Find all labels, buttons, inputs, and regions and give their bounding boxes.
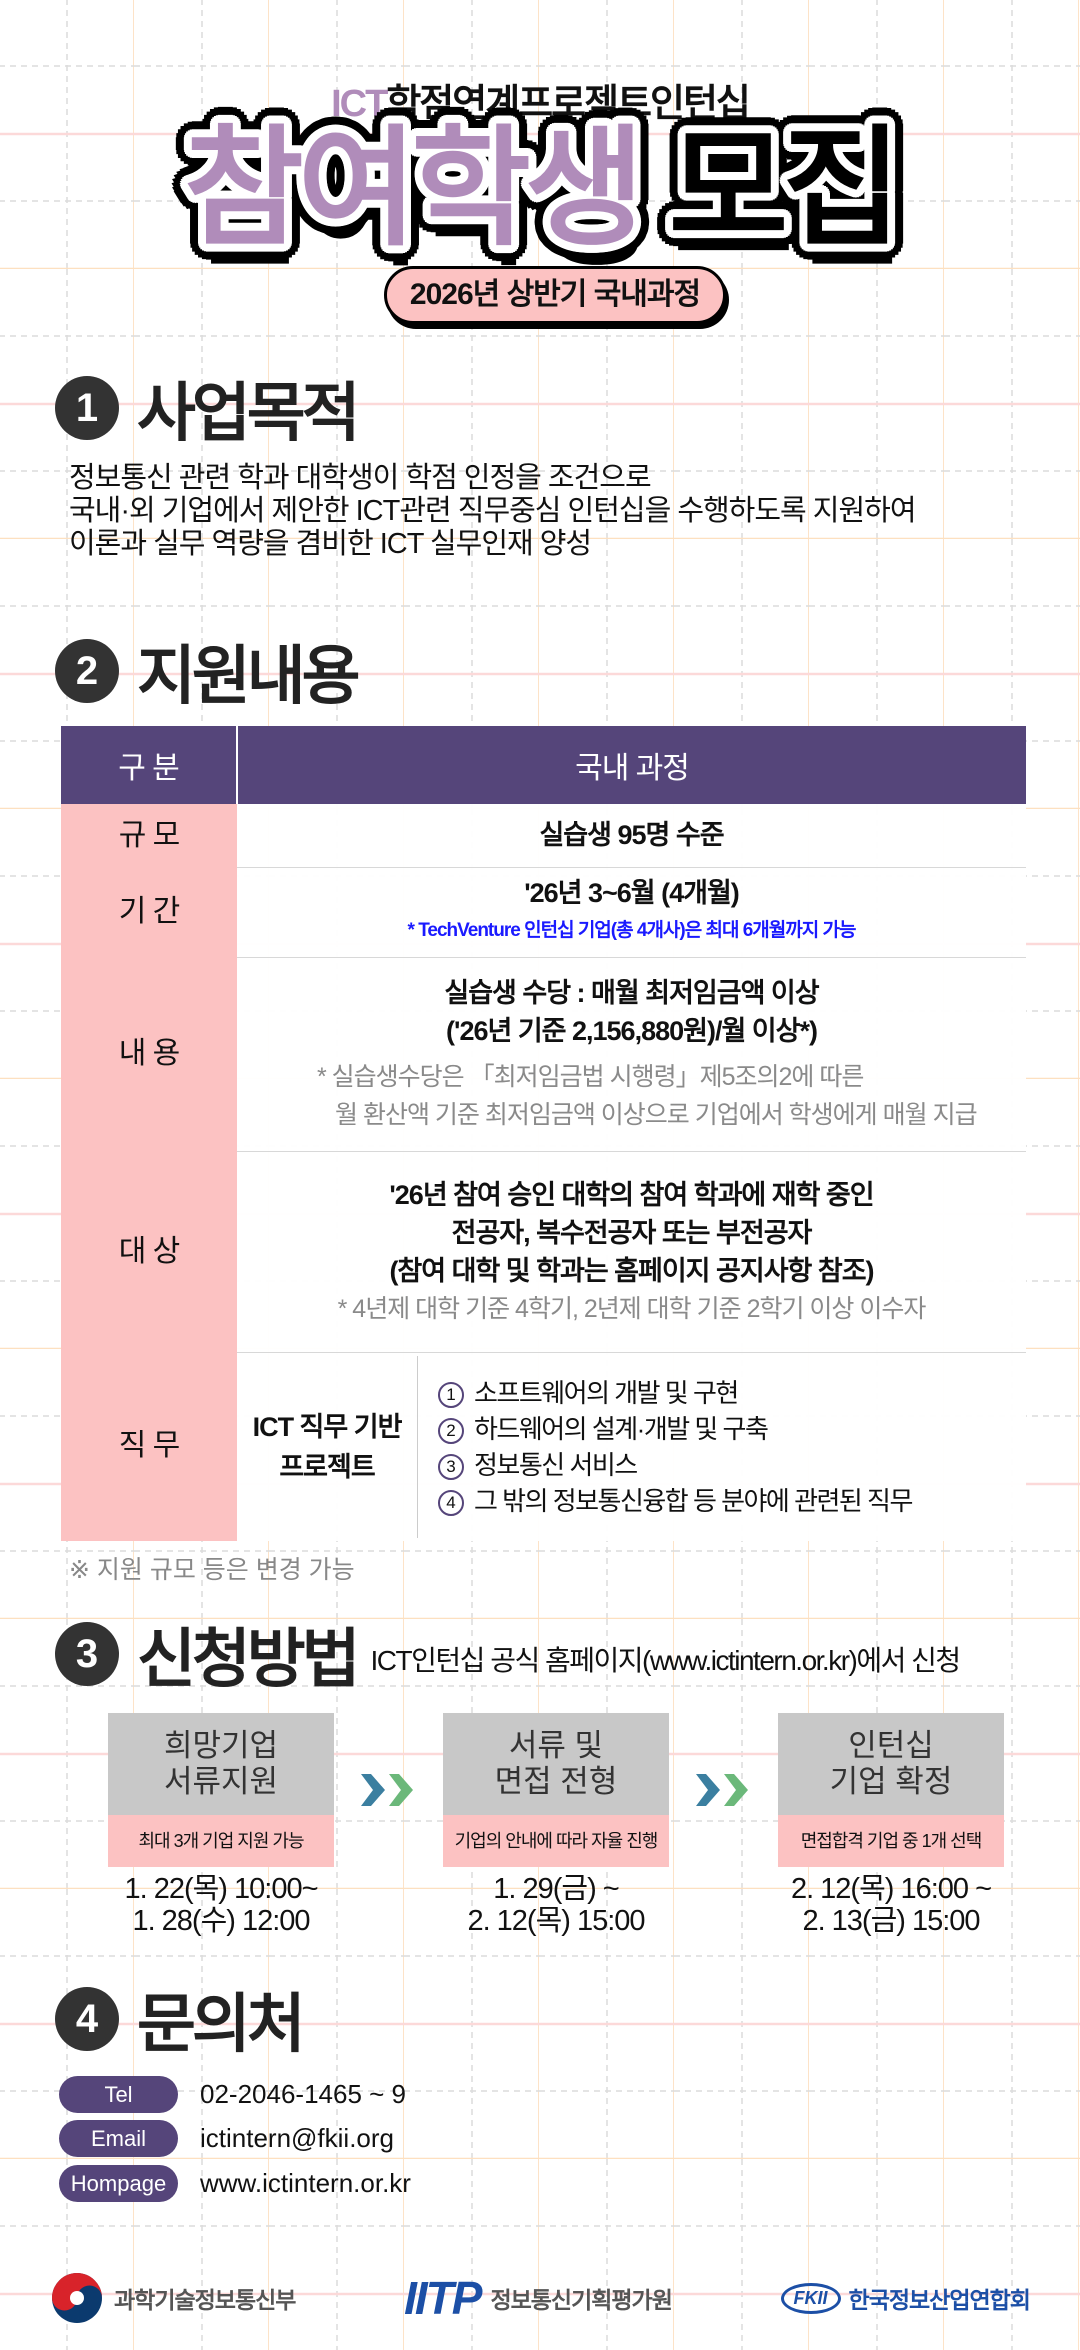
logo-fkii: FKII 한국정보산업연합회 xyxy=(780,2281,1031,2315)
taegeuk-emblem-icon xyxy=(52,2273,102,2323)
section-heading-apply: 3 신청방법 ICT인턴십 공식 홈페이지(www.ictintern.or.k… xyxy=(55,1621,1040,1695)
purpose-text: 정보통신 관련 학과 대학생이 학점 인정을 조건으로 국내·외 기업에서 제안… xyxy=(69,462,916,560)
table-row: 내 용 실습생 수당 : 매월 최저임금액 이상 ('26년 기준 2,156,8… xyxy=(61,957,1026,1152)
number-badge: 3 xyxy=(55,1622,119,1686)
step-card-3: 인턴십 기업 확정 면접합격 기업 중 1개 선택 xyxy=(778,1713,1004,1867)
table-footnote: ※ 지원 규모 등은 변경 가능 xyxy=(69,1556,355,1584)
list-item: 1 소프트웨어의 개발 및 구현 xyxy=(438,1376,1026,1410)
term-badge: 2026년 상반기 국내과정 xyxy=(384,266,726,324)
duty-type: ICT 직무 기반 프로젝트 xyxy=(252,1411,403,1482)
step-dates-3: 2. 12(목) 16:00 ~2. 13(금) 15:00 xyxy=(790,1873,992,1937)
title-part-1: 참여학생 xyxy=(184,115,644,261)
title-part-2: 모집 xyxy=(668,115,902,261)
duty-list: 1 소프트웨어의 개발 및 구현 2 하드웨어의 설계·개발 및 구축 3 정보통신 … xyxy=(417,1355,1026,1538)
table-row: 기 간 '26년 3~6월 (4개월) * TechVenture 인턴십 기업(… xyxy=(61,867,1026,958)
double-chevron-icon xyxy=(361,1774,413,1806)
logo-iitp: IITP 정보통신기획평가원 xyxy=(404,2272,673,2324)
step-dates-1: 1. 22(목) 10:00~ 1. 28(수) 12:00 xyxy=(124,1873,318,1937)
list-item: 3 정보통신 서비스 xyxy=(438,1448,1026,1482)
table-row: 대 상 '26년 참여 승인 대학의 참여 학과에 재학 중인 전공자, 복수전공… xyxy=(61,1151,1026,1353)
homepage-label: Hompage xyxy=(59,2165,178,2202)
step-dates-2: 1. 29(금) ~2. 12(목) 15:00 xyxy=(467,1873,645,1937)
section-heading-contact: 4 문의처 xyxy=(55,1986,1040,2060)
email-link[interactable]: ictintern@fkii.org xyxy=(200,2123,395,2153)
double-chevron-icon xyxy=(696,1774,748,1806)
tel-value: 02-2046-1465 ~ 9 xyxy=(200,2079,407,2109)
footer-logos: 과학기술정보통신부 IITP 정보통신기획평가원 FKII 한국정보산업연합회 xyxy=(50,2270,1031,2326)
table-header: 구 분 국내 과정 xyxy=(61,726,1026,804)
tel-label: Tel xyxy=(59,2076,178,2113)
logo-msit: 과학기술정보통신부 xyxy=(50,2271,296,2325)
homepage-link[interactable]: www.ictintern.or.kr xyxy=(200,2168,411,2198)
main-title: 참여학생 모집 xyxy=(0,118,1080,258)
list-item: 2 하드웨어의 설계·개발 및 구축 xyxy=(438,1412,1026,1446)
email-label: Email xyxy=(59,2120,178,2157)
table-row: 직 무 ICT 직무 기반 프로젝트 1 소프트웨어의 개발 및 구현 2 하드웨어의… xyxy=(61,1352,1026,1541)
table-row: 규 모 실습생 95명 수준 xyxy=(61,804,1026,868)
apply-instruction: ICT인턴십 공식 홈페이지(www.ictintern.or.kr)에서 신청 xyxy=(370,1645,962,1676)
number-badge: 2 xyxy=(55,639,119,703)
step-card-1: 희망기업 서류지원 최대 3개 기업 지원 가능 xyxy=(108,1713,334,1867)
section-heading-purpose: 1 사업목적 xyxy=(55,375,1040,449)
program-subtitle: ICT학점연계프로젝트인턴십 xyxy=(331,83,751,125)
section-heading-support: 2 지원내용 xyxy=(55,638,1040,712)
number-badge: 4 xyxy=(55,1987,119,2051)
step-card-2: 서류 및 면접 전형 기업의 안내에 따라 자율 진행 xyxy=(443,1713,669,1867)
number-badge: 1 xyxy=(55,376,119,440)
support-table: 구 분 국내 과정 규 모 실습생 95명 수준 기 간 '26년 3~6월 (4개… xyxy=(61,726,1026,1541)
